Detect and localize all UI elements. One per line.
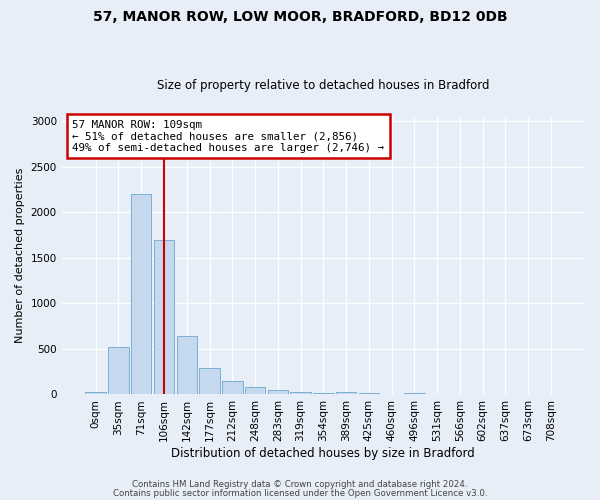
Y-axis label: Number of detached properties: Number of detached properties (15, 168, 25, 344)
Bar (359, 393, 379, 394)
Text: 57, MANOR ROW, LOW MOOR, BRADFORD, BD12 0DB: 57, MANOR ROW, LOW MOOR, BRADFORD, BD12 … (92, 10, 508, 24)
Bar (313, 392, 334, 394)
Bar (199, 368, 220, 394)
Text: Contains HM Land Registry data © Crown copyright and database right 2024.: Contains HM Land Registry data © Crown c… (132, 480, 468, 489)
Bar (336, 392, 356, 394)
Bar (290, 392, 311, 394)
Bar (268, 390, 288, 394)
X-axis label: Distribution of detached houses by size in Bradford: Distribution of detached houses by size … (172, 447, 475, 460)
Title: Size of property relative to detached houses in Bradford: Size of property relative to detached ho… (157, 79, 490, 92)
Bar (131, 194, 151, 394)
Bar (222, 382, 242, 394)
Text: 57 MANOR ROW: 109sqm
← 51% of detached houses are smaller (2,856)
49% of semi-de: 57 MANOR ROW: 109sqm ← 51% of detached h… (72, 120, 384, 153)
Bar (245, 386, 265, 394)
Bar (85, 392, 106, 394)
Bar (176, 336, 197, 394)
Text: Contains public sector information licensed under the Open Government Licence v3: Contains public sector information licen… (113, 488, 487, 498)
Bar (404, 392, 425, 394)
Bar (108, 347, 129, 395)
Bar (154, 240, 174, 394)
